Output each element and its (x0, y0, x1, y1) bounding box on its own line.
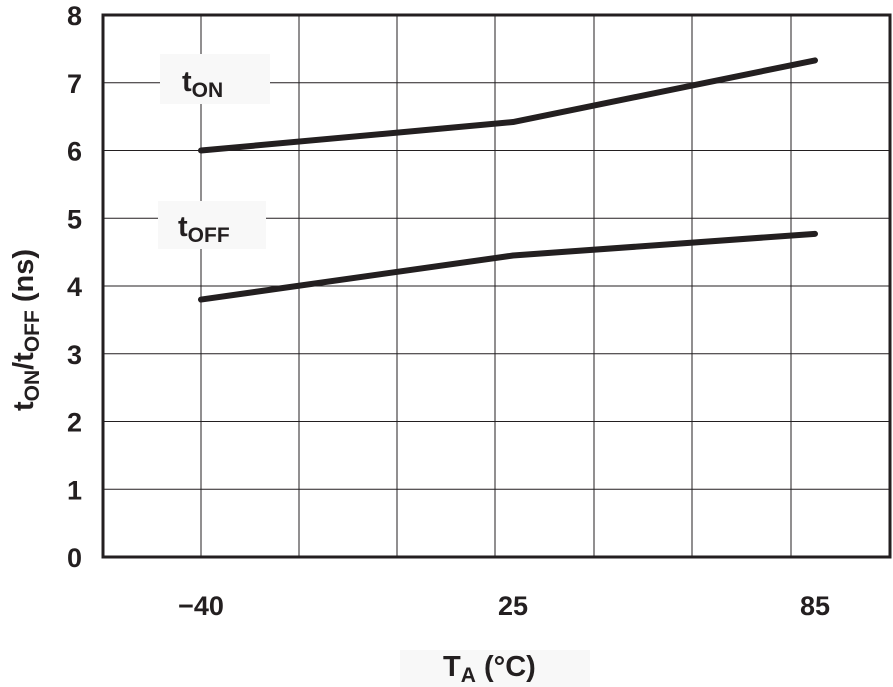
x-axis-title-sub: A (461, 664, 476, 687)
y-axis-title-part: OFF (21, 310, 44, 352)
y-tick-label: 1 (67, 475, 82, 505)
svg-text:TA (°C): TA (°C) (443, 651, 536, 687)
y-tick-label: 4 (67, 272, 82, 302)
x-tick-label: −40 (178, 591, 224, 621)
series-label-toff-main: t (178, 211, 188, 243)
svg-text:tON: tON (182, 66, 223, 102)
series-line-ton (198, 57, 818, 154)
series-label-toff: tOFF (158, 201, 266, 249)
x-tick-label: 85 (800, 591, 830, 621)
y-axis-title-part: /t (8, 352, 40, 370)
x-axis-tick-labels: −40 25 85 (178, 591, 830, 621)
y-tick-label: 0 (67, 543, 82, 573)
y-axis-tick-labels: 0 1 2 3 4 5 6 7 8 (67, 1, 82, 573)
y-tick-label: 3 (67, 340, 82, 370)
series-label-ton-main: t (182, 66, 192, 98)
series-label-ton-sub: ON (192, 79, 224, 102)
y-axis-title: tON/tOFF (ns) (8, 249, 44, 411)
x-tick-label: 25 (498, 591, 528, 621)
y-tick-label: 6 (67, 137, 82, 167)
y-tick-label: 2 (67, 408, 82, 438)
series-label-toff-sub: OFF (188, 224, 230, 247)
series-label-ton: tON (160, 54, 270, 104)
y-axis-title-part: t (8, 401, 40, 411)
y-axis-title-part: ON (21, 370, 44, 402)
x-axis-title: TA (°C) (400, 650, 590, 687)
y-tick-label: 8 (67, 1, 82, 31)
y-axis-title-part: (ns) (8, 249, 40, 310)
x-axis-title-suffix: (°C) (476, 651, 536, 683)
x-axis-title-main: T (443, 651, 461, 683)
y-tick-label: 7 (67, 69, 82, 99)
y-tick-label: 5 (67, 204, 82, 234)
series-lines (198, 57, 818, 303)
svg-text:tOFF: tOFF (178, 211, 230, 247)
series-line-toff (198, 230, 818, 303)
plot-frame (101, 13, 892, 559)
